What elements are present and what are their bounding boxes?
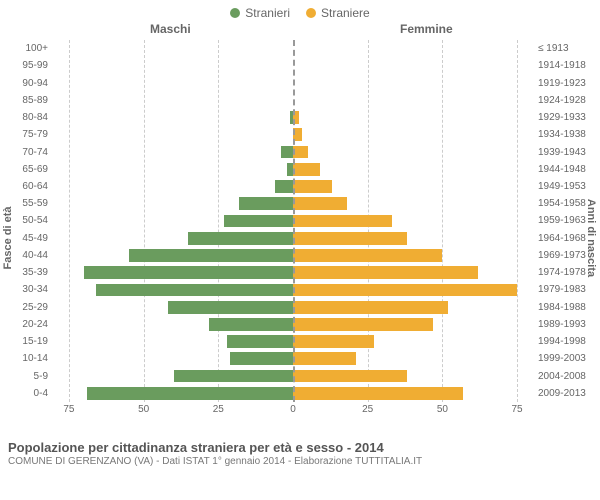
y-axis-right-label: Anni di nascita bbox=[585, 199, 597, 277]
bar-male bbox=[209, 318, 293, 331]
birth-year-label: 1939-1943 bbox=[532, 147, 586, 158]
bar-female bbox=[293, 180, 332, 193]
y-axis-left-label: Fasce di età bbox=[2, 207, 14, 270]
legend-label-female: Straniere bbox=[321, 6, 370, 20]
bar-male bbox=[84, 266, 293, 279]
plot-area: 100+≤ 191395-991914-191890-941919-192385… bbox=[54, 40, 532, 420]
age-label: 50-54 bbox=[22, 215, 54, 226]
age-label: 5-9 bbox=[34, 371, 54, 382]
bar-female bbox=[293, 387, 463, 400]
birth-year-label: 1969-1973 bbox=[532, 250, 586, 261]
legend-label-male: Stranieri bbox=[245, 6, 290, 20]
bar-female bbox=[293, 318, 433, 331]
column-headers: Maschi Femmine bbox=[0, 22, 600, 40]
bar-female bbox=[293, 352, 356, 365]
x-tick: 75 bbox=[512, 404, 523, 415]
bar-female bbox=[293, 266, 478, 279]
x-tick: 25 bbox=[213, 404, 224, 415]
birth-year-label: 1999-2003 bbox=[532, 353, 586, 364]
birth-year-label: 1929-1933 bbox=[532, 112, 586, 123]
age-label: 85-89 bbox=[22, 95, 54, 106]
chart-subtitle: COMUNE DI GERENZANO (VA) - Dati ISTAT 1°… bbox=[8, 456, 592, 467]
age-label: 15-19 bbox=[22, 336, 54, 347]
x-axis: 75 50 25 0 25 50 75 bbox=[54, 402, 532, 420]
chart-area: Fasce di età Anni di nascita 100+≤ 19139… bbox=[0, 40, 600, 436]
bar-male bbox=[230, 352, 293, 365]
bar-male bbox=[188, 232, 293, 245]
legend-item-male: Stranieri bbox=[230, 6, 290, 20]
birth-year-label: 1934-1938 bbox=[532, 129, 586, 140]
x-tick: 0 bbox=[290, 404, 296, 415]
legend-dot-female bbox=[306, 8, 316, 18]
bar-male bbox=[168, 301, 293, 314]
age-label: 25-29 bbox=[22, 302, 54, 313]
age-label: 95-99 bbox=[22, 60, 54, 71]
legend-dot-male bbox=[230, 8, 240, 18]
age-label: 20-24 bbox=[22, 319, 54, 330]
header-male: Maschi bbox=[150, 22, 191, 36]
age-label: 10-14 bbox=[22, 353, 54, 364]
birth-year-label: 2009-2013 bbox=[532, 388, 586, 399]
legend-item-female: Straniere bbox=[306, 6, 370, 20]
bar-male bbox=[87, 387, 293, 400]
bar-female bbox=[293, 232, 407, 245]
bar-female bbox=[293, 370, 407, 383]
bar-male bbox=[227, 335, 293, 348]
bar-male bbox=[224, 215, 293, 228]
birth-year-label: 1924-1928 bbox=[532, 95, 586, 106]
age-label: 70-74 bbox=[22, 147, 54, 158]
birth-year-label: 1954-1958 bbox=[532, 198, 586, 209]
age-label: 0-4 bbox=[34, 388, 54, 399]
bar-male bbox=[239, 197, 293, 210]
footer: Popolazione per cittadinanza straniera p… bbox=[0, 436, 600, 467]
bar-male bbox=[129, 249, 293, 262]
birth-year-label: 1974-1978 bbox=[532, 267, 586, 278]
center-line bbox=[293, 40, 295, 402]
birth-year-label: 1944-1948 bbox=[532, 164, 586, 175]
bar-female bbox=[293, 335, 374, 348]
x-tick: 75 bbox=[63, 404, 74, 415]
bar-female bbox=[293, 146, 308, 159]
x-tick: 25 bbox=[362, 404, 373, 415]
bar-male bbox=[275, 180, 293, 193]
legend: Stranieri Straniere bbox=[0, 0, 600, 22]
birth-year-label: 2004-2008 bbox=[532, 371, 586, 382]
birth-year-label: 1979-1983 bbox=[532, 284, 586, 295]
bar-female bbox=[293, 284, 517, 297]
bar-female bbox=[293, 163, 320, 176]
birth-year-label: 1989-1993 bbox=[532, 319, 586, 330]
birth-year-label: 1994-1998 bbox=[532, 336, 586, 347]
bar-male bbox=[96, 284, 293, 297]
age-label: 45-49 bbox=[22, 233, 54, 244]
bar-male bbox=[281, 146, 293, 159]
age-label: 65-69 bbox=[22, 164, 54, 175]
birth-year-label: 1949-1953 bbox=[532, 181, 586, 192]
bar-female bbox=[293, 249, 442, 262]
birth-year-label: 1959-1963 bbox=[532, 215, 586, 226]
bar-male bbox=[174, 370, 294, 383]
bar-female bbox=[293, 197, 347, 210]
header-female: Femmine bbox=[400, 22, 453, 36]
birth-year-label: 1919-1923 bbox=[532, 78, 586, 89]
age-label: 60-64 bbox=[22, 181, 54, 192]
birth-year-label: 1914-1918 bbox=[532, 60, 586, 71]
age-label: 80-84 bbox=[22, 112, 54, 123]
age-label: 90-94 bbox=[22, 78, 54, 89]
age-label: 30-34 bbox=[22, 284, 54, 295]
chart-container: Stranieri Straniere Maschi Femmine Fasce… bbox=[0, 0, 600, 500]
bar-female bbox=[293, 215, 392, 228]
age-label: 40-44 bbox=[22, 250, 54, 261]
x-tick: 50 bbox=[138, 404, 149, 415]
birth-year-label: 1984-1988 bbox=[532, 302, 586, 313]
x-tick: 50 bbox=[437, 404, 448, 415]
age-label: 100+ bbox=[25, 43, 54, 54]
bar-female bbox=[293, 301, 448, 314]
birth-year-label: ≤ 1913 bbox=[532, 43, 569, 54]
age-label: 75-79 bbox=[22, 129, 54, 140]
birth-year-label: 1964-1968 bbox=[532, 233, 586, 244]
age-label: 55-59 bbox=[22, 198, 54, 209]
age-label: 35-39 bbox=[22, 267, 54, 278]
chart-title: Popolazione per cittadinanza straniera p… bbox=[8, 440, 592, 455]
